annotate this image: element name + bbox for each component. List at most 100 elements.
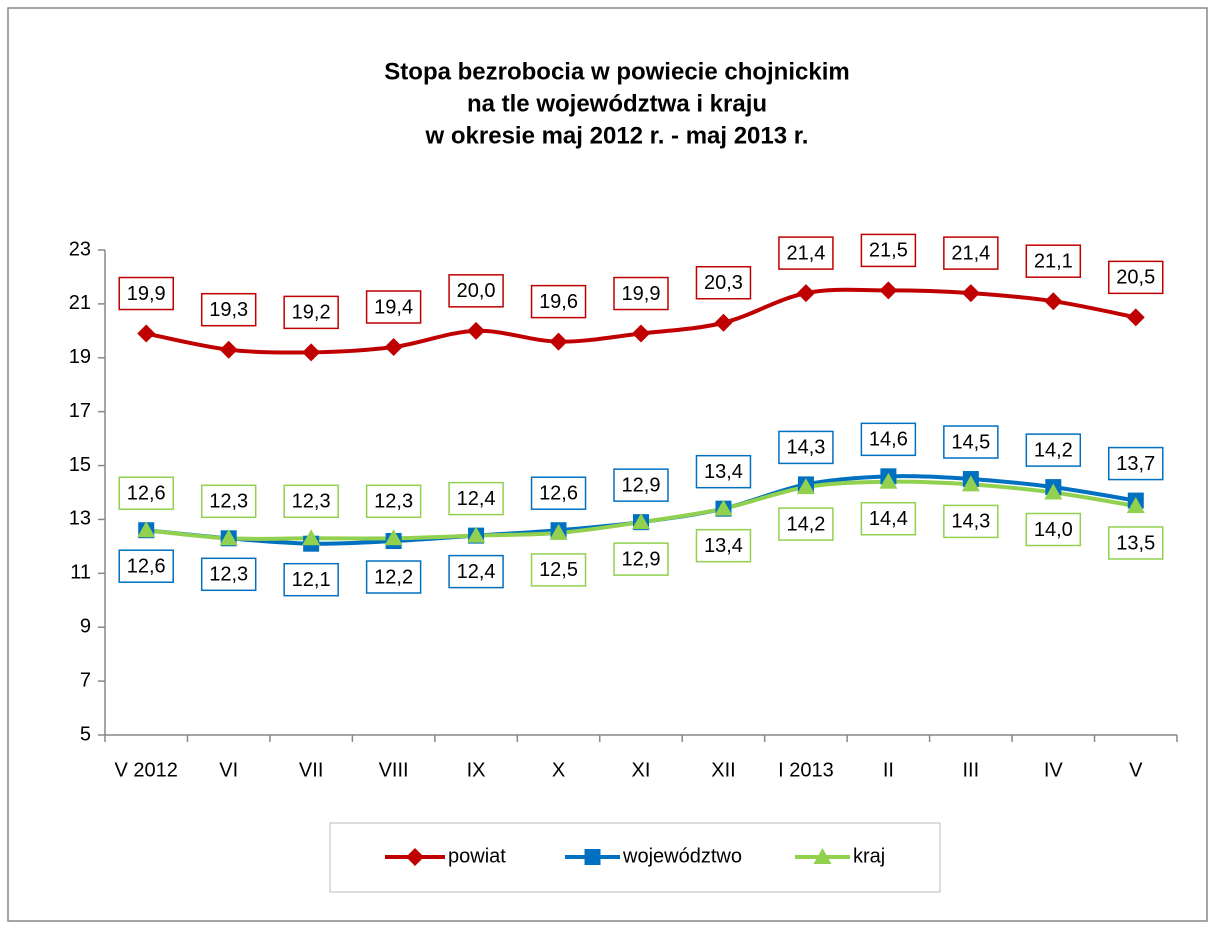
legend-label: województwo: [622, 845, 742, 867]
marker: [796, 478, 815, 495]
marker: [632, 513, 650, 530]
data-label: 13,5: [1116, 532, 1155, 554]
data-label: 12,9: [622, 548, 661, 570]
data-label: 14,2: [786, 513, 825, 535]
data-label: 12,3: [374, 491, 413, 513]
data-label: 19,9: [127, 283, 166, 305]
data-label-box: [613, 276, 669, 311]
marker: [384, 529, 403, 546]
marker: [714, 499, 733, 516]
data-label: 20,0: [457, 280, 496, 302]
x-tick-label: VII: [299, 759, 323, 781]
marker: [137, 324, 156, 343]
data-label: 21,1: [1034, 250, 1073, 272]
y-tick-label: 15: [69, 454, 91, 476]
data-label-box: [778, 507, 834, 541]
marker: [632, 324, 650, 343]
data-label-box: [530, 284, 587, 319]
data-label: 19,6: [539, 291, 578, 313]
marker: [467, 526, 486, 543]
data-label-box: [1025, 433, 1082, 467]
data-label-box: [283, 295, 339, 330]
data-label: 12,4: [457, 561, 496, 583]
data-label: 14,2: [1034, 439, 1073, 461]
chart-title: Stopa bezrobocia w powiecie chojnickim: [384, 58, 849, 85]
data-label: 12,9: [622, 474, 661, 496]
data-label: 12,6: [127, 483, 166, 505]
data-label-box: [860, 422, 917, 457]
marker: [219, 529, 238, 546]
data-label: 19,3: [209, 299, 248, 321]
marker: [549, 332, 568, 351]
data-label-box: [943, 504, 999, 539]
x-tick-label: XII: [711, 759, 735, 781]
data-label: 19,9: [622, 283, 661, 305]
marker: [302, 343, 321, 362]
data-label: 12,6: [539, 483, 578, 505]
chart-title: w okresie maj 2012 r. - maj 2013 r.: [425, 122, 809, 149]
marker: [1044, 292, 1063, 311]
data-label: 12,3: [209, 491, 248, 513]
data-label: 13,4: [704, 535, 743, 557]
data-label-box: [1025, 512, 1082, 547]
x-tick-label: XI: [632, 759, 651, 781]
data-label: 12,4: [457, 488, 496, 510]
x-tick-label: VI: [219, 759, 238, 781]
data-label-box: [943, 425, 999, 459]
y-tick-label: 23: [69, 238, 91, 260]
data-label-box: [1025, 244, 1082, 278]
data-label-box: [118, 549, 174, 583]
x-tick-label: V 2012: [115, 759, 178, 781]
x-tick-label: V: [1129, 759, 1143, 781]
marker: [796, 284, 815, 303]
data-label: 14,3: [786, 437, 825, 459]
marker: [813, 848, 832, 864]
data-label: 14,0: [1034, 519, 1073, 541]
marker: [714, 313, 733, 332]
data-label-box: [448, 274, 504, 308]
data-label: 12,5: [539, 559, 578, 581]
data-label: 12,1: [292, 569, 331, 591]
chart-title: na tle województwa i kraju: [467, 90, 767, 117]
data-label: 12,6: [127, 556, 166, 578]
marker: [1126, 308, 1145, 327]
data-label-box: [1108, 260, 1164, 295]
marker: [467, 321, 486, 340]
data-label-box: [695, 454, 752, 489]
data-label-box: [613, 542, 669, 576]
marker: [961, 284, 980, 303]
data-label-box: [200, 292, 257, 327]
data-label-box: [448, 481, 504, 516]
data-label-box: [860, 501, 917, 536]
data-label-box: [778, 236, 834, 270]
legend-label: kraj: [853, 845, 885, 867]
marker: [1044, 483, 1063, 500]
data-label: 13,7: [1116, 453, 1155, 475]
data-label: 14,4: [869, 508, 908, 530]
data-label-box: [448, 554, 504, 589]
marker: [879, 472, 898, 489]
data-label-box: [283, 562, 339, 597]
x-tick-label: II: [883, 759, 894, 781]
chart-border: [7, 7, 1208, 922]
data-label: 21,4: [786, 242, 825, 264]
data-label: 19,4: [374, 296, 413, 318]
marker: [1126, 496, 1145, 513]
y-tick-label: 5: [80, 723, 91, 745]
marker: [219, 340, 238, 359]
marker: [961, 475, 980, 492]
marker: [879, 281, 898, 300]
x-tick-label: IV: [1044, 759, 1064, 781]
y-tick-label: 21: [69, 292, 91, 314]
data-label-box: [118, 476, 174, 510]
data-label-box: [365, 560, 422, 594]
marker: [549, 523, 568, 540]
marker: [384, 338, 403, 356]
data-label-box: [613, 468, 669, 502]
y-tick-label: 11: [70, 562, 91, 584]
data-label-box: [530, 476, 587, 510]
data-label-box: [695, 266, 752, 300]
data-label-box: [365, 484, 422, 519]
